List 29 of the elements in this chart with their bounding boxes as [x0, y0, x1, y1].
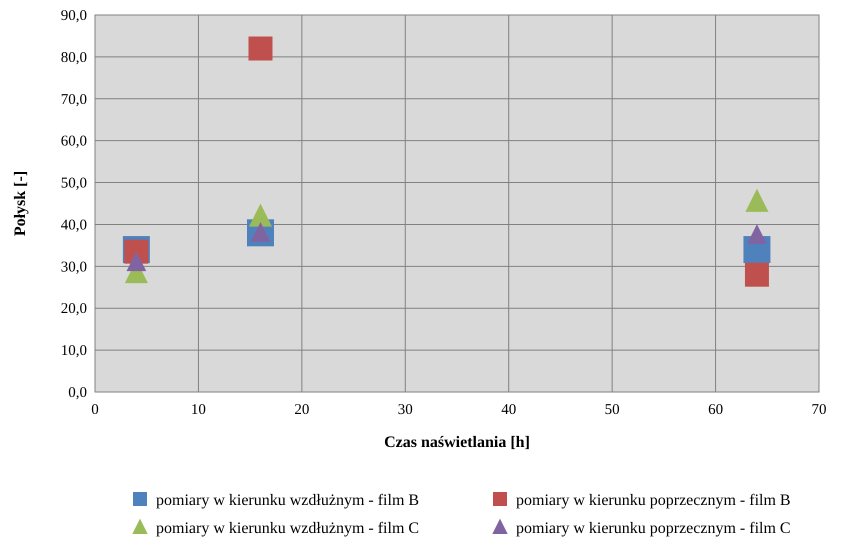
point — [248, 203, 272, 227]
y-tick-label: 70,0 — [60, 92, 87, 108]
x-tick-label: 30 — [398, 402, 413, 418]
point — [745, 188, 768, 212]
y-tick-label: 10,0 — [60, 343, 87, 360]
y-tick-label: 60,0 — [60, 134, 87, 150]
y-tick-label: 0,0 — [68, 385, 87, 401]
x-tick-label: 10 — [190, 402, 206, 418]
y-tick-label: 30,0 — [60, 259, 87, 276]
x-tick-label: 40 — [501, 402, 516, 418]
x-tick-label: 60 — [708, 402, 724, 418]
x-tick-label: 50 — [604, 402, 620, 418]
x-tick-label: 0 — [91, 402, 99, 418]
legend-label: pomiary w kierunku wzdłużnym - film C — [156, 520, 420, 537]
y-tick-label: 80,0 — [60, 50, 87, 66]
legend-label: pomiary w kierunku poprzecznym - film B — [516, 492, 791, 509]
y-tick-label: 90,0 — [60, 8, 87, 24]
point — [744, 262, 769, 287]
point — [747, 224, 767, 244]
y-tick-label: 50,0 — [60, 176, 87, 192]
y-tick-label: 40,0 — [60, 217, 87, 234]
y-axis-title: Połysk [-] — [12, 170, 29, 236]
x-axis-title: Czas naświetlania [h] — [384, 434, 530, 451]
x-tick-label: 20 — [294, 402, 310, 418]
x-tick-label: 70 — [812, 402, 826, 418]
legend-label: pomiary w kierunku poprzecznym - film C — [516, 520, 791, 537]
legend-label: pomiary w kierunku wzdłużnym - film B — [156, 492, 420, 509]
point — [248, 36, 272, 61]
y-tick-label: 20,0 — [60, 301, 87, 318]
